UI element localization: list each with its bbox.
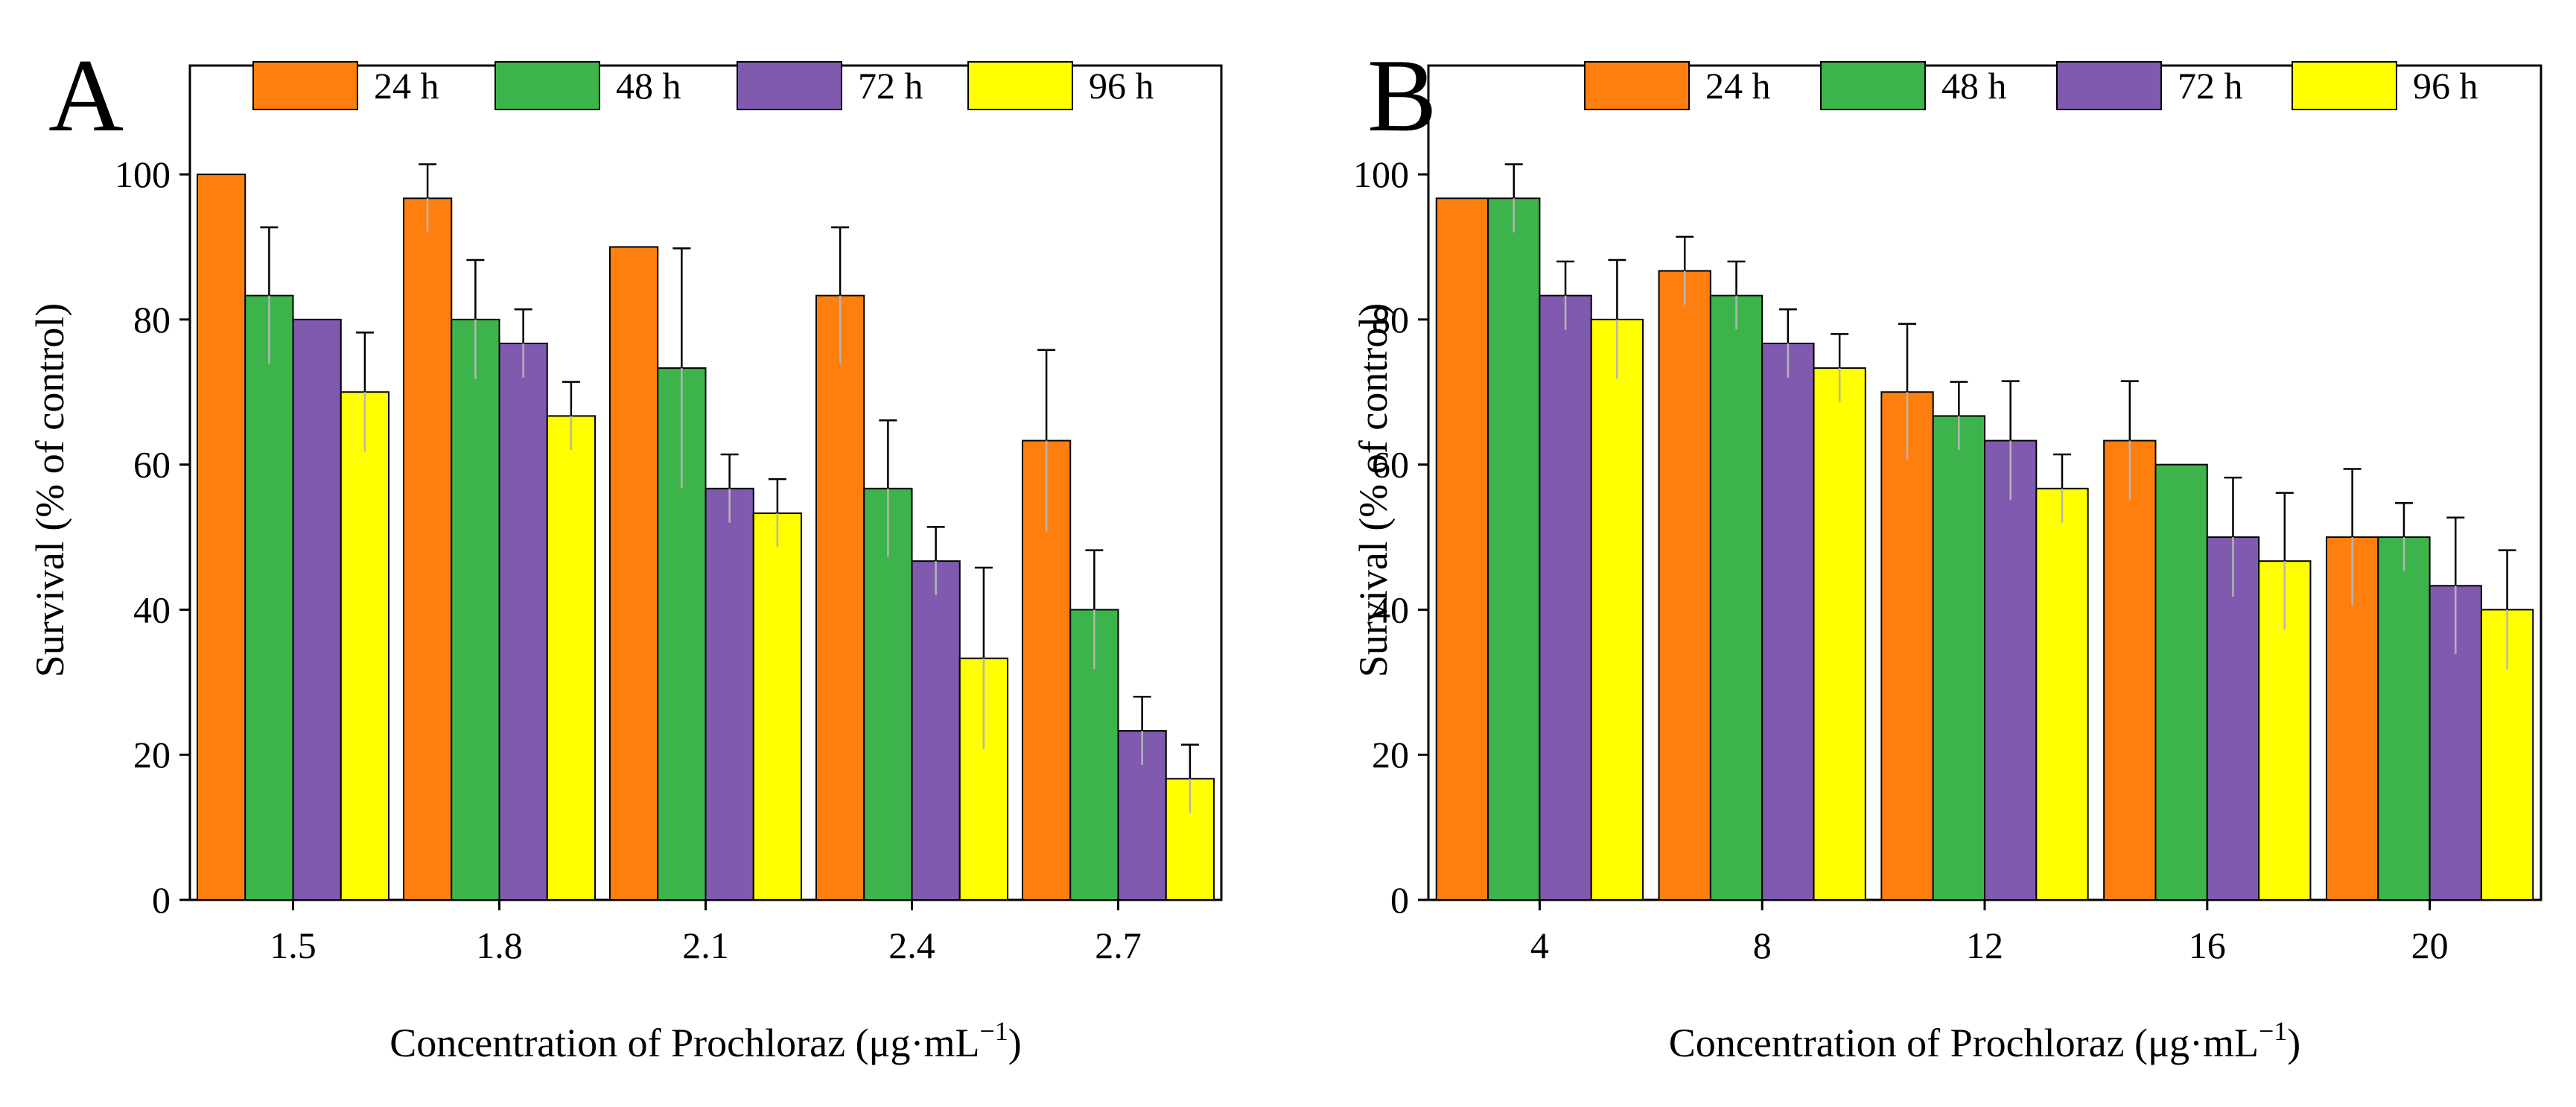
y-tick-label: 0 — [1390, 879, 1409, 921]
bar — [498, 343, 548, 901]
legend-label: 24 h — [374, 65, 439, 107]
bar — [1539, 294, 1592, 901]
bar — [402, 197, 453, 901]
bar — [1880, 391, 1934, 901]
legend-label: 48 h — [616, 65, 681, 107]
panel-b: B 0 20 40 60 80 100 Survival (% of control) 4 8 12… — [1351, 38, 2542, 1065]
y-tick-label: 60 — [1372, 444, 1409, 486]
x-tick-label: 20 — [2411, 924, 2449, 966]
x-tick-label: 12 — [1966, 924, 2003, 966]
legend-label: 96 h — [2413, 65, 2478, 107]
y-tick-label: 20 — [133, 734, 171, 775]
y-axis-title: Survival (% of control) — [1351, 303, 1396, 677]
legend-swatch — [2292, 61, 2397, 110]
y-tick-label: 100 — [1353, 153, 1409, 195]
bar — [2035, 487, 2089, 901]
bar — [911, 560, 961, 901]
legend-swatch — [494, 61, 600, 110]
bar — [2103, 440, 2157, 901]
y-tick-label: 80 — [1372, 299, 1409, 340]
x-axis-title: Concentration of Prochloraz (μg·mL−1) — [389, 1016, 1022, 1065]
x-axis-title: Concentration of Prochloraz (μg·mL−1) — [1669, 1016, 2301, 1065]
bar — [2154, 463, 2208, 901]
y-tick-label: 20 — [1372, 734, 1409, 775]
legend-swatch — [1584, 61, 1690, 110]
bar — [2206, 536, 2260, 901]
bar — [608, 246, 659, 901]
x-tick-label: 8 — [1753, 924, 1772, 966]
y-tick-label: 40 — [1372, 589, 1409, 630]
y-tick-label: 60 — [133, 444, 171, 486]
bar — [815, 294, 865, 901]
x-tick-label: 2.7 — [1095, 924, 1142, 966]
bar — [1932, 415, 1986, 901]
bar — [1709, 294, 1764, 901]
panel-letter: A — [48, 38, 124, 153]
panel-letter: B — [1367, 38, 1437, 153]
bar — [292, 318, 342, 901]
x-tick-label: 2.1 — [682, 924, 729, 966]
x-tick-label: 1.8 — [476, 924, 523, 966]
legend-swatch — [1820, 61, 1926, 110]
legend-label: 72 h — [858, 65, 923, 107]
x-tick-label: 2.4 — [888, 924, 935, 966]
x-axis-title-main: Concentration of Prochloraz (μg·mL — [1669, 1021, 2259, 1065]
bar — [1435, 197, 1489, 901]
bar — [451, 318, 500, 901]
y-tick-label: 40 — [133, 589, 171, 630]
y-axis-title: Survival (% of control) — [28, 303, 72, 677]
legend-swatch — [737, 61, 842, 110]
legend-label: 96 h — [1089, 65, 1154, 107]
bar — [196, 174, 247, 901]
y-tick-label: 80 — [133, 299, 171, 340]
x-axis-title-close: ) — [1008, 1021, 1022, 1065]
x-tick-label: 1.5 — [270, 924, 317, 966]
legend-swatch — [252, 61, 358, 110]
x-axis-title-superscript: −1 — [979, 1016, 1008, 1046]
bar — [863, 487, 913, 901]
bar — [546, 415, 597, 901]
y-tick-label: 0 — [152, 879, 171, 921]
bar — [1984, 440, 2038, 901]
bar — [705, 487, 754, 901]
legend-swatch — [967, 61, 1073, 110]
bar — [340, 391, 390, 901]
legend-label: 24 h — [1705, 65, 1771, 107]
x-tick-label: 4 — [1530, 924, 1549, 966]
legend-swatch — [2056, 61, 2162, 110]
bar — [2377, 536, 2431, 901]
bar — [1761, 343, 1815, 901]
legend-label: 72 h — [2178, 65, 2243, 107]
panel-a: A 0 20 40 60 80 100 Survival (% of control) 1.5 1… — [28, 38, 1223, 1065]
legend-label: 48 h — [1941, 65, 2007, 107]
x-axis-title-superscript: −1 — [2259, 1016, 2287, 1046]
x-axis-title-close: ) — [2287, 1021, 2300, 1065]
bar — [244, 294, 294, 901]
bar — [1658, 270, 1711, 901]
x-axis-title-main: Concentration of Prochloraz (μg·mL — [389, 1021, 979, 1065]
bar — [1590, 318, 1644, 901]
x-tick-label: 16 — [2189, 924, 2226, 966]
y-tick-label: 100 — [115, 153, 171, 195]
bar — [752, 512, 803, 901]
bar — [1487, 197, 1541, 901]
bar — [1813, 367, 1866, 901]
